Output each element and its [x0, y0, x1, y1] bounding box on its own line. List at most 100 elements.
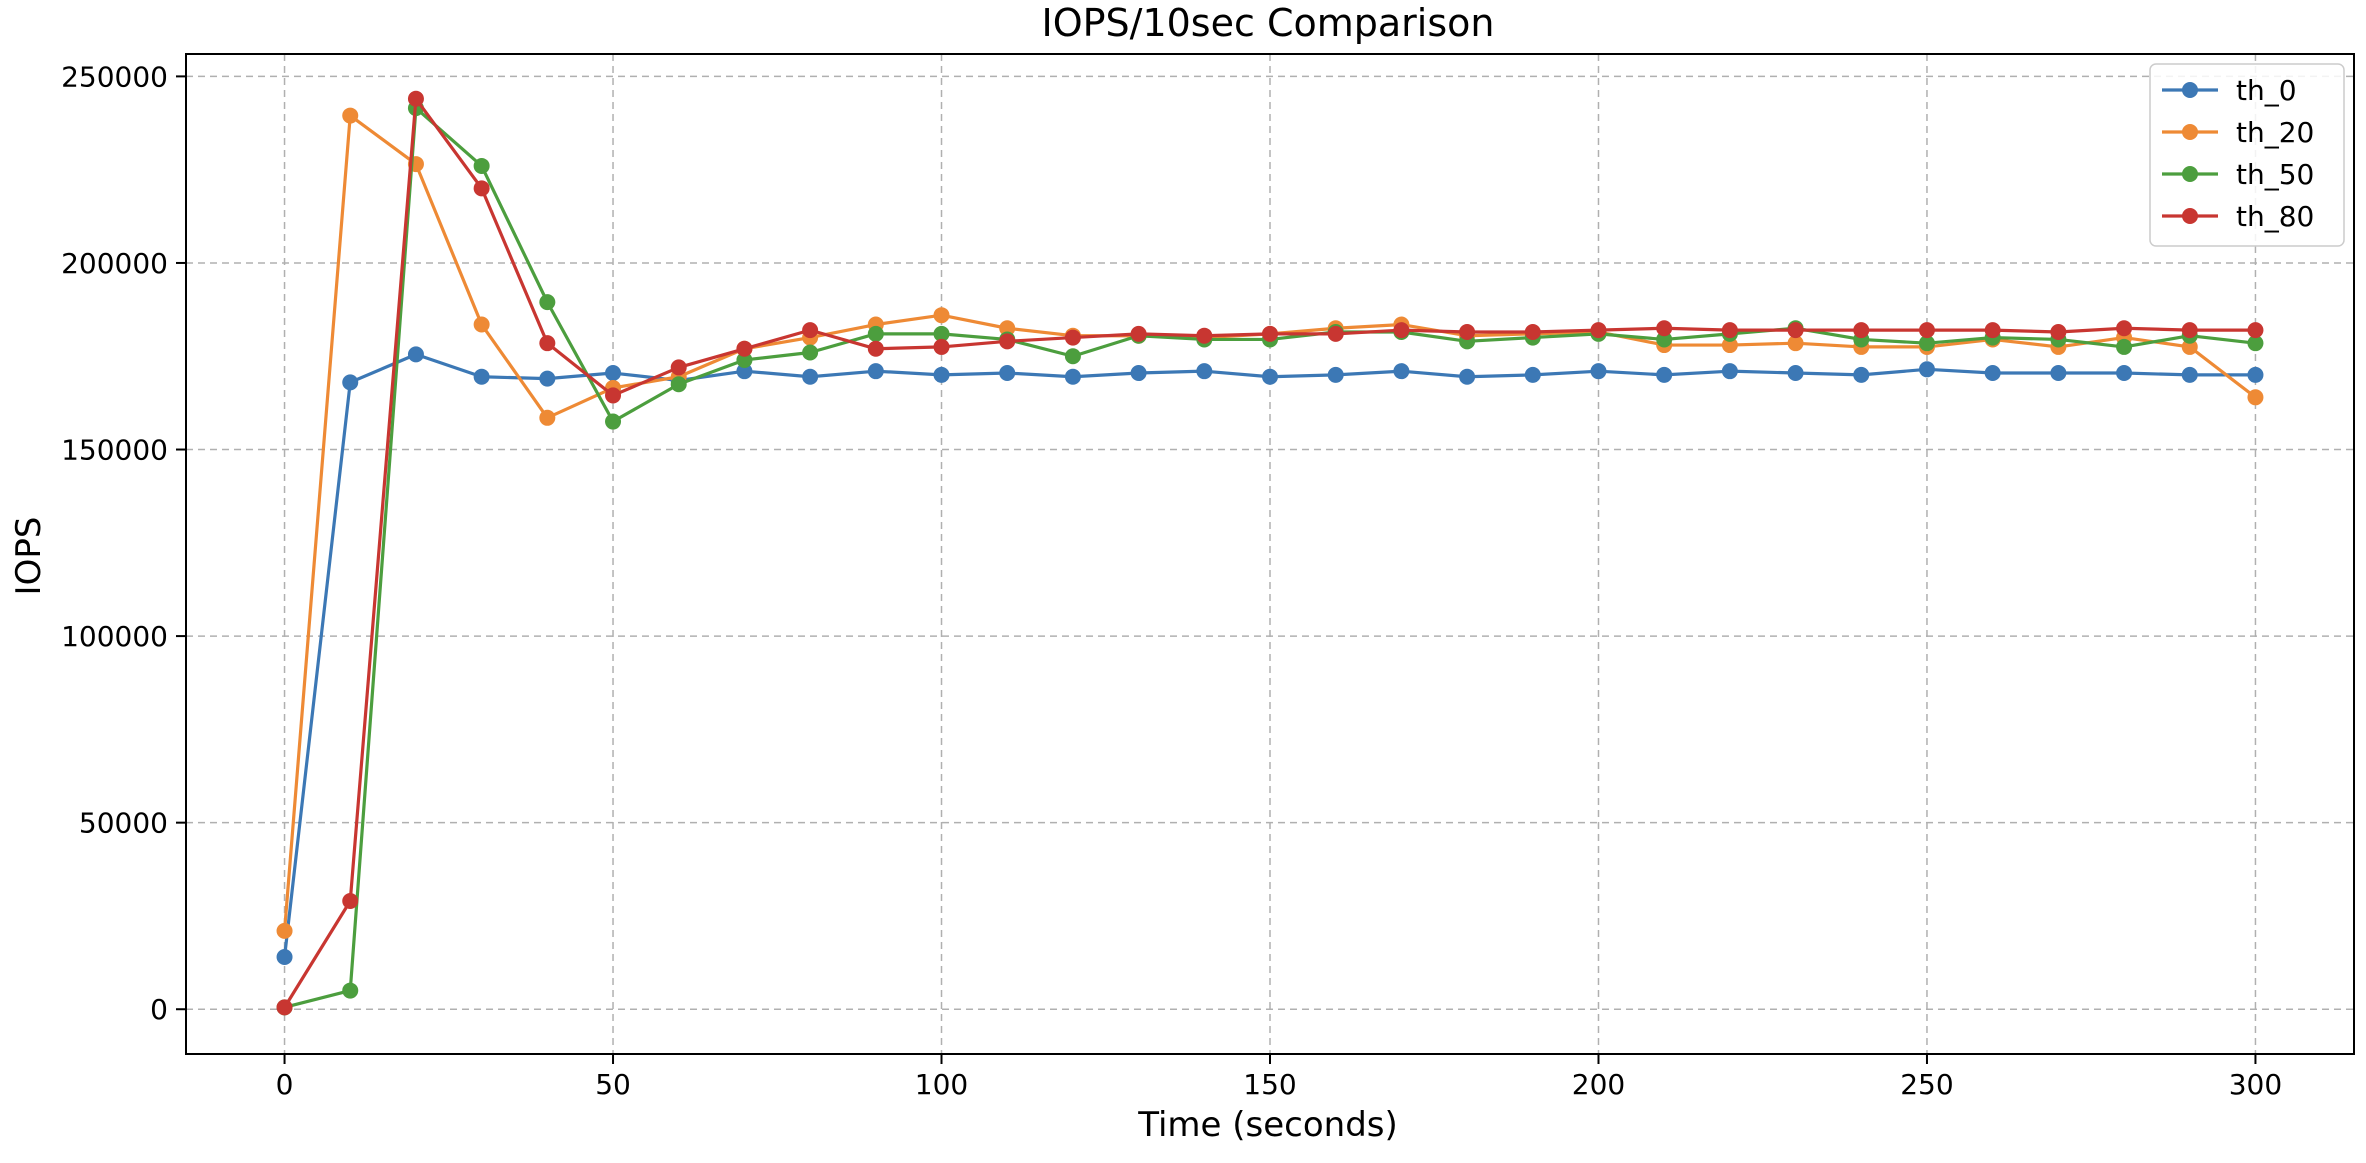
- data-point-th-80: [670, 359, 687, 376]
- data-point-th-80: [1327, 325, 1344, 342]
- data-point-th-80: [1064, 329, 1081, 346]
- y-tick-label: 100000: [61, 620, 168, 653]
- data-point-th-0: [407, 346, 424, 363]
- data-point-th-50: [736, 351, 753, 368]
- data-point-th-50: [867, 325, 884, 342]
- data-point-th-80: [605, 387, 622, 404]
- data-point-th-50: [473, 157, 490, 174]
- data-point-th-0: [2116, 365, 2133, 382]
- grid-lines: [186, 54, 2354, 1054]
- y-tick-label: 150000: [61, 434, 168, 467]
- data-point-th-0: [1064, 368, 1081, 385]
- legend-marker-swatch: [2182, 208, 2198, 224]
- y-tick-label: 250000: [61, 60, 168, 93]
- data-point-th-20: [933, 307, 950, 324]
- data-point-th-20: [1787, 335, 1804, 352]
- x-tick-label: 150: [1243, 1068, 1296, 1101]
- series-th-0: [276, 346, 2264, 965]
- data-point-th-0: [1393, 363, 1410, 380]
- legend-label: th_50: [2236, 158, 2314, 191]
- legend-marker-swatch: [2182, 166, 2198, 182]
- data-point-th-80: [539, 335, 556, 352]
- y-axis-label: IOPS: [9, 517, 49, 596]
- data-point-th-80: [276, 999, 293, 1016]
- data-point-th-50: [2116, 338, 2133, 355]
- x-tick-label: 0: [276, 1068, 294, 1101]
- data-point-th-20: [999, 320, 1016, 337]
- data-point-th-50: [1064, 348, 1081, 365]
- data-point-th-80: [867, 340, 884, 357]
- data-point-th-20: [276, 922, 293, 939]
- data-point-th-50: [933, 325, 950, 342]
- data-point-th-80: [1590, 322, 1607, 339]
- data-point-th-0: [1853, 366, 1870, 383]
- data-point-th-20: [2181, 338, 2198, 355]
- data-point-th-0: [1459, 368, 1476, 385]
- data-point-th-50: [802, 344, 819, 361]
- data-point-th-20: [473, 316, 490, 333]
- data-point-th-80: [342, 893, 359, 910]
- legend-entry-th-20: th_20: [2162, 116, 2314, 149]
- data-point-th-0: [2247, 366, 2264, 383]
- data-point-th-80: [1721, 322, 1738, 339]
- series-layer: [276, 90, 2264, 1016]
- data-point-th-50: [539, 294, 556, 311]
- legend-label: th_80: [2236, 200, 2314, 233]
- data-point-th-0: [1787, 365, 1804, 382]
- data-point-th-0: [1130, 365, 1147, 382]
- data-point-th-0: [342, 374, 359, 391]
- legend-marker-swatch: [2182, 82, 2198, 98]
- data-point-th-0: [1196, 363, 1213, 380]
- x-tick-label: 100: [915, 1068, 968, 1101]
- axis-ticks: 0 50 100 150 200 250 300 0 50000 100000 150000 2000…: [61, 60, 2282, 1101]
- data-point-th-50: [342, 982, 359, 999]
- y-tick-label: 200000: [61, 247, 168, 280]
- legend-entry-th-50: th_50: [2162, 158, 2314, 191]
- chart-title: IOPS/10sec Comparison: [1042, 1, 1495, 45]
- data-point-th-80: [1459, 323, 1476, 340]
- data-point-th-0: [1590, 363, 1607, 380]
- legend-entry-th-0: th_0: [2162, 74, 2297, 107]
- data-point-th-80: [1130, 325, 1147, 342]
- data-point-th-80: [1787, 322, 1804, 339]
- data-point-th-80: [1524, 323, 1541, 340]
- data-point-th-0: [1918, 361, 1935, 378]
- data-point-th-50: [2247, 335, 2264, 352]
- data-point-th-0: [605, 365, 622, 382]
- data-point-th-0: [1524, 366, 1541, 383]
- data-point-th-20: [1721, 337, 1738, 354]
- data-point-th-0: [1327, 366, 1344, 383]
- x-tick-label: 300: [2229, 1068, 2282, 1101]
- legend: th_0 th_20 th_50 th_80: [2149, 63, 2345, 247]
- data-point-th-80: [2181, 322, 2198, 339]
- x-tick-label: 250: [1900, 1068, 1953, 1101]
- data-point-th-0: [276, 948, 293, 965]
- data-point-th-80: [1393, 322, 1410, 339]
- series-th-80: [276, 90, 2264, 1016]
- data-point-th-50: [605, 413, 622, 430]
- data-point-th-80: [2247, 322, 2264, 339]
- x-tick-label: 50: [595, 1068, 631, 1101]
- data-point-th-0: [933, 366, 950, 383]
- data-point-th-80: [1984, 322, 2001, 339]
- x-axis-label: Time (seconds): [1137, 1105, 1398, 1145]
- data-point-th-80: [473, 180, 490, 197]
- data-point-th-80: [933, 338, 950, 355]
- data-point-th-20: [2247, 389, 2264, 406]
- data-point-th-80: [1853, 322, 1870, 339]
- data-point-th-0: [2050, 365, 2067, 382]
- data-point-th-0: [736, 363, 753, 380]
- data-point-th-0: [539, 370, 556, 387]
- data-point-th-0: [999, 365, 1016, 382]
- legend-entry-th-80: th_80: [2162, 200, 2314, 233]
- data-point-th-0: [867, 363, 884, 380]
- data-point-th-50: [1656, 331, 1673, 348]
- data-point-th-0: [1262, 368, 1278, 385]
- data-point-th-50: [1918, 335, 1935, 352]
- data-point-th-80: [1918, 322, 1935, 339]
- data-point-th-50: [670, 376, 687, 393]
- data-point-th-0: [473, 368, 490, 385]
- legend-label: th_0: [2236, 74, 2297, 107]
- data-point-th-0: [1656, 366, 1673, 383]
